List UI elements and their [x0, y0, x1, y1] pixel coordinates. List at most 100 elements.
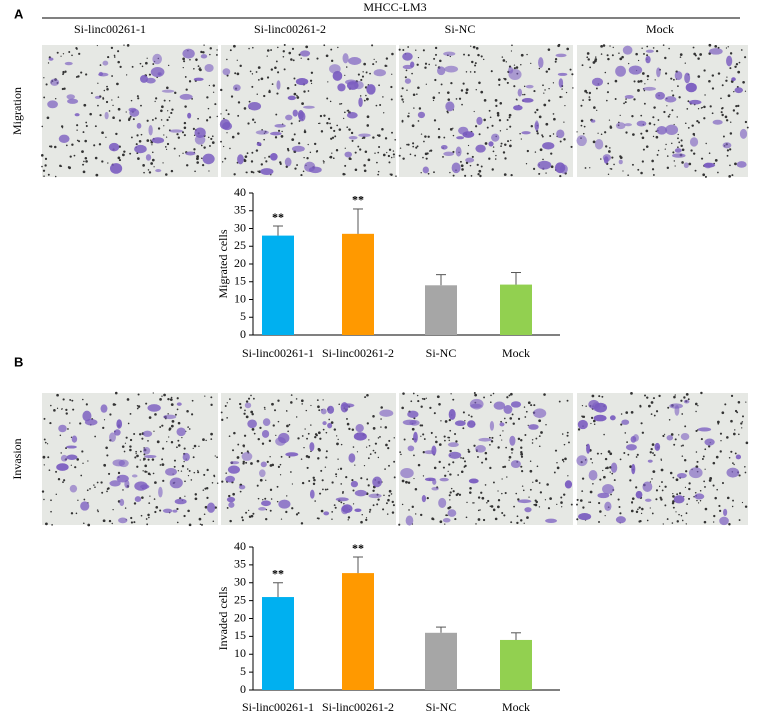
pore — [149, 495, 151, 497]
pore — [379, 435, 381, 438]
pore — [533, 404, 536, 407]
pore — [494, 99, 498, 102]
cell — [260, 168, 274, 175]
pore — [304, 428, 306, 430]
pore — [399, 451, 402, 453]
cell — [66, 94, 75, 100]
pore — [538, 482, 541, 484]
pore — [536, 108, 539, 112]
cell — [304, 161, 316, 172]
pore — [333, 129, 336, 133]
cell — [683, 399, 690, 404]
pore — [660, 458, 662, 460]
pore — [254, 121, 256, 124]
pore — [182, 57, 185, 61]
pore — [438, 402, 441, 406]
pore — [170, 424, 174, 428]
pore — [492, 392, 495, 395]
pore — [410, 400, 413, 403]
bar — [425, 632, 457, 690]
pore — [450, 393, 452, 395]
pore — [538, 435, 541, 437]
pore — [401, 406, 404, 410]
pore — [336, 442, 339, 446]
cell — [467, 420, 476, 428]
pore — [168, 427, 172, 430]
pore — [520, 465, 523, 468]
pore — [588, 501, 590, 503]
pore — [452, 127, 454, 129]
pore — [714, 159, 718, 162]
pore — [151, 151, 154, 154]
pore — [85, 403, 88, 406]
pore — [295, 513, 299, 516]
pore — [376, 134, 379, 137]
pore — [671, 501, 675, 505]
pore — [725, 119, 729, 122]
pore — [465, 91, 468, 95]
cell — [538, 57, 544, 69]
cell — [404, 78, 412, 84]
cell — [513, 105, 523, 111]
pore — [390, 173, 393, 177]
pore — [344, 147, 346, 149]
pore — [418, 107, 422, 110]
pore — [296, 164, 299, 167]
pore — [421, 397, 424, 400]
pore — [225, 109, 228, 112]
pore — [646, 396, 649, 399]
pore — [508, 459, 510, 461]
pore — [405, 69, 408, 72]
pore — [329, 100, 332, 103]
cell — [347, 57, 362, 65]
pore — [138, 139, 142, 143]
panel-letter: B — [14, 354, 23, 369]
pore — [672, 476, 675, 479]
pore — [448, 436, 451, 439]
pore — [602, 469, 604, 472]
pore — [194, 170, 196, 173]
pore — [494, 158, 497, 160]
cell — [176, 427, 186, 437]
pore — [134, 456, 137, 459]
cell — [557, 72, 568, 76]
pore — [301, 403, 303, 405]
cell — [517, 88, 523, 97]
pore — [609, 147, 611, 149]
pore — [323, 160, 325, 163]
pore — [391, 52, 394, 56]
pore — [498, 83, 501, 86]
pore — [250, 410, 254, 414]
pore — [635, 510, 639, 514]
pore — [589, 66, 591, 69]
pore — [474, 64, 477, 67]
pore — [71, 54, 73, 57]
pore — [643, 52, 645, 55]
cell — [176, 402, 182, 406]
pore — [738, 474, 741, 477]
pore — [548, 99, 551, 102]
pore — [543, 393, 546, 396]
pore — [529, 469, 533, 473]
pore — [294, 84, 297, 86]
pore — [366, 393, 369, 397]
pore — [662, 44, 665, 47]
pore — [651, 159, 654, 163]
cell — [174, 498, 187, 505]
pore — [375, 104, 378, 107]
pore — [71, 399, 74, 402]
cell — [688, 99, 702, 105]
cell — [182, 48, 195, 59]
pore — [588, 96, 591, 98]
pore — [642, 148, 645, 151]
pore — [468, 414, 470, 416]
cell — [491, 133, 500, 142]
cell — [303, 105, 315, 109]
cell — [510, 460, 521, 468]
pore — [155, 97, 158, 100]
pore — [372, 504, 375, 507]
pore — [81, 150, 84, 153]
pore — [520, 53, 524, 57]
pore — [559, 95, 562, 99]
pore — [216, 482, 219, 484]
